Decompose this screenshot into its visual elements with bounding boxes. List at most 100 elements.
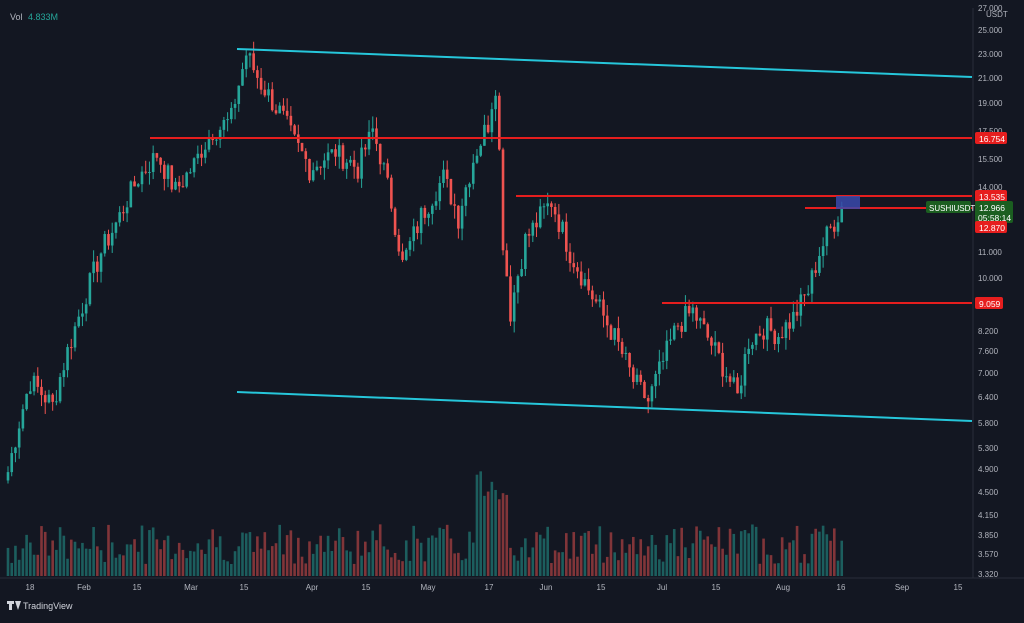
candle [77,309,81,328]
volume-bar [107,524,110,576]
candle [721,342,724,387]
level-tag-13535[interactable]: 13.535 [975,190,1007,202]
candle [270,82,274,112]
volume-bar [557,552,561,576]
volume-bar [110,542,114,576]
candle [468,182,471,198]
volume-bar [524,538,527,576]
candle [155,152,159,162]
channel-upper-line[interactable] [236,48,973,78]
horizontal-levels[interactable] [150,137,972,304]
candle [672,322,676,341]
tradingview-logo[interactable]: TradingView [7,601,73,611]
volume-bar [378,524,382,576]
volume-bar [256,536,259,576]
candle [710,336,713,355]
candle [743,347,747,397]
volume-bar [602,562,605,576]
price-axis[interactable]: USDT 27.000 25.000 23.000 21.000 19.000 17.50… [978,4,1008,579]
time-axis-tick: May [420,583,435,592]
volume-bar [672,529,676,576]
volume-bar [836,560,840,576]
volume-bar [821,525,825,576]
candle [371,116,375,141]
volume-bar [669,543,672,576]
candle [520,259,523,277]
volume-bar [561,552,564,576]
candle [445,160,449,188]
candle [725,367,728,383]
candle [635,368,639,385]
candle [799,287,803,327]
volume-bar [698,530,702,576]
candle [620,338,624,358]
volume-bar [550,563,553,576]
symbol-tag[interactable]: SUSHIUSDT [926,201,975,213]
candle [222,116,226,139]
candle [792,301,795,332]
level-tag-16754[interactable]: 16.754 [975,132,1007,144]
volume-bar [77,548,81,576]
candle [337,137,341,169]
volume-bar [803,554,806,576]
volume-bar [125,544,129,576]
volume-bar [66,558,69,576]
volume-bar [99,550,103,576]
candle [598,294,602,308]
volume-bar [825,534,829,576]
volume-bar [687,558,691,576]
candle [181,175,185,188]
volume-bar [613,552,616,576]
candle [211,133,215,145]
volume-bar [166,535,170,576]
volume-bar [810,533,814,576]
candle [81,302,84,327]
candle [490,102,494,143]
volume-bar [788,542,791,576]
volume-bar [226,561,229,576]
candle [553,203,557,223]
price-axis-tick: 4.500 [978,488,999,497]
volume-bar [170,559,174,576]
price-axis-tick: 3.320 [978,570,999,579]
volume-bar [553,550,557,576]
price-range-highlight[interactable] [836,196,860,209]
last-price-tag[interactable]: 12.966 05:58:14 [975,201,1013,223]
price-axis-tick: 4.900 [978,465,999,474]
level-tag-12870[interactable]: 12.870 [975,221,1007,233]
channel-lower-line[interactable] [236,391,973,422]
volume-bar [684,547,687,576]
candle [818,247,821,277]
channel-lines[interactable] [236,48,973,422]
candle [509,265,512,326]
candle [483,114,486,146]
candle [177,175,181,193]
volume-bar [717,527,721,576]
volume-label: Vol [10,12,23,22]
volume-bar [43,531,47,576]
candle [654,370,657,399]
time-axis-tick: 15 [133,583,142,592]
volume-bar [818,531,821,576]
volume-bar [758,563,762,576]
candle [423,205,427,225]
volume-bar [620,539,624,576]
candle [788,313,791,340]
candle [10,446,14,477]
candle [475,149,479,164]
time-axis-tick: 15 [240,583,249,592]
level-tag-9059[interactable]: 9.059 [975,297,1003,309]
candle [777,332,780,353]
candle [364,144,367,157]
candle [375,117,378,152]
candle [304,148,308,172]
time-axis[interactable]: 18 Feb 15 Mar 15 Apr 15 May 17 Jun 15 Jul 15 Aug 16 Sep… [26,583,963,592]
candle [419,206,423,245]
volume-bar [367,552,371,576]
volume-bar [617,560,620,576]
volume-bar [475,474,479,576]
candle [144,160,148,175]
candle [401,243,404,263]
candle [84,298,88,322]
